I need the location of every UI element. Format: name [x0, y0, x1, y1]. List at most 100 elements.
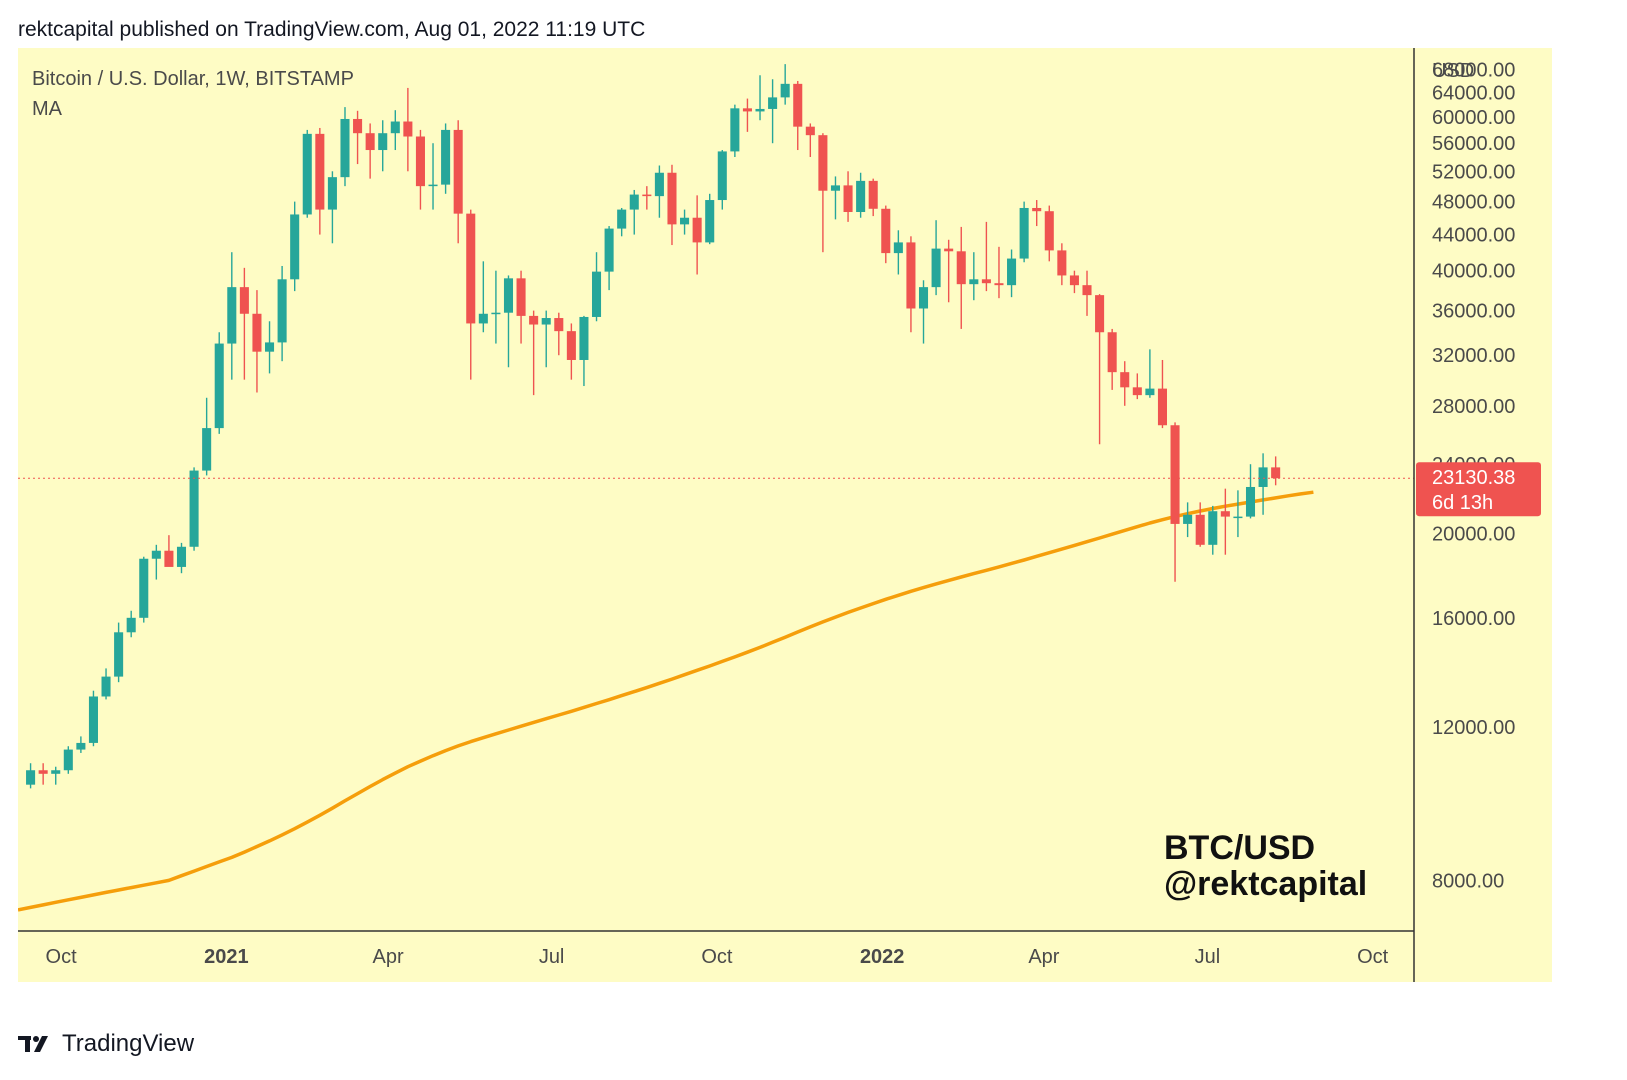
candle-body	[189, 470, 199, 547]
candle	[277, 265, 287, 362]
candle	[755, 75, 765, 121]
price-tick-label: 28000.00	[1432, 396, 1515, 418]
candle	[302, 129, 312, 218]
candle	[340, 107, 350, 187]
candle-body	[1258, 467, 1268, 487]
price-tick-label: 48000.00	[1432, 192, 1515, 214]
footer-brand[interactable]: TradingView	[62, 1030, 195, 1057]
price-tick-label: 56000.00	[1432, 133, 1515, 155]
candle	[654, 165, 664, 218]
time-tick-label: Jul	[539, 946, 565, 968]
candlestick-layer	[26, 64, 1281, 789]
candle-body	[969, 279, 979, 285]
candle	[1245, 464, 1256, 519]
candle-body	[38, 770, 48, 774]
candle	[944, 239, 954, 303]
candle-body	[327, 177, 337, 210]
candle-body	[1007, 258, 1017, 286]
candle	[529, 310, 539, 396]
candle	[918, 280, 929, 344]
candle	[265, 321, 275, 374]
price-tick-label: 36000.00	[1432, 301, 1515, 323]
candle	[981, 221, 991, 292]
candle-body	[818, 135, 828, 191]
candle-body	[1044, 211, 1054, 251]
candle	[579, 315, 589, 387]
candle	[378, 120, 388, 172]
candle	[139, 556, 149, 623]
candle	[239, 267, 249, 380]
price-tick-label: 32000.00	[1432, 345, 1515, 367]
candle-body	[290, 214, 300, 280]
candle-body	[202, 428, 212, 471]
candle-body	[680, 217, 690, 225]
chart-frame[interactable]: 68000.00 64000.00 60000.00 56000.00 52000.00…	[18, 48, 1552, 982]
candle	[617, 207, 627, 237]
candle	[1120, 361, 1130, 406]
candle-body	[654, 172, 664, 197]
candle	[1258, 453, 1268, 515]
candle-body	[403, 121, 413, 137]
candle-body	[843, 185, 853, 213]
candle-body	[755, 108, 765, 112]
candle	[1183, 502, 1193, 538]
candle	[1208, 505, 1218, 555]
candle-body	[856, 180, 866, 213]
candle	[202, 397, 212, 476]
candle-body	[1208, 511, 1218, 545]
candle-body	[126, 617, 136, 633]
candle-body	[1019, 207, 1029, 259]
price-tick-label: 44000.00	[1432, 225, 1515, 247]
candle-body	[830, 185, 841, 191]
price-tick-label: 68000.00	[1432, 60, 1515, 82]
candle	[1044, 205, 1054, 262]
candle	[441, 123, 451, 194]
price-tick-label: 20000.00	[1432, 523, 1515, 545]
candle-body	[768, 97, 778, 109]
footer[interactable]: TradingView	[18, 1030, 194, 1058]
candle-body	[340, 118, 350, 178]
price-tick-label: 64000.00	[1432, 83, 1515, 105]
candle-body	[692, 217, 702, 243]
price-tick-label: 12000.00	[1432, 717, 1515, 739]
time-tick-label: 2021	[204, 946, 249, 968]
price-tick-label: 40000.00	[1432, 261, 1515, 283]
candle-body	[415, 136, 425, 187]
candle	[868, 178, 878, 217]
candle	[290, 201, 300, 292]
price-tick-label: 52000.00	[1432, 161, 1515, 183]
indicator-legend[interactable]: MA	[32, 98, 63, 120]
candle-body	[730, 108, 740, 152]
candle-body	[1271, 467, 1281, 479]
candle-body	[956, 251, 966, 285]
candle-body	[604, 228, 614, 272]
candle	[1069, 270, 1079, 294]
candle	[893, 230, 903, 275]
candle-body	[1195, 514, 1205, 545]
candle	[667, 164, 677, 246]
candle-body	[717, 151, 727, 201]
candle-body	[1057, 250, 1067, 276]
candle	[1057, 243, 1067, 286]
candle-body	[252, 313, 262, 352]
last-price-tag: 23130.38 6d 13h	[1416, 462, 1541, 517]
candle	[403, 87, 413, 172]
candle	[1233, 490, 1243, 538]
candle-body	[1233, 516, 1243, 519]
candle	[768, 79, 778, 144]
candle-body	[76, 742, 86, 750]
candle	[906, 236, 916, 333]
candle	[843, 171, 853, 222]
candle-body	[981, 279, 991, 284]
candle-body	[591, 271, 602, 317]
candle	[353, 110, 363, 165]
candle	[1082, 270, 1092, 316]
candle	[1007, 249, 1017, 298]
candle-body	[1220, 511, 1230, 517]
symbol-legend[interactable]: Bitcoin / U.S. Dollar, 1W, BITSTAMP	[32, 68, 354, 90]
candle-body	[516, 278, 526, 316]
candle-body	[906, 242, 916, 309]
candle-body	[428, 184, 438, 187]
candle-body	[114, 632, 124, 677]
